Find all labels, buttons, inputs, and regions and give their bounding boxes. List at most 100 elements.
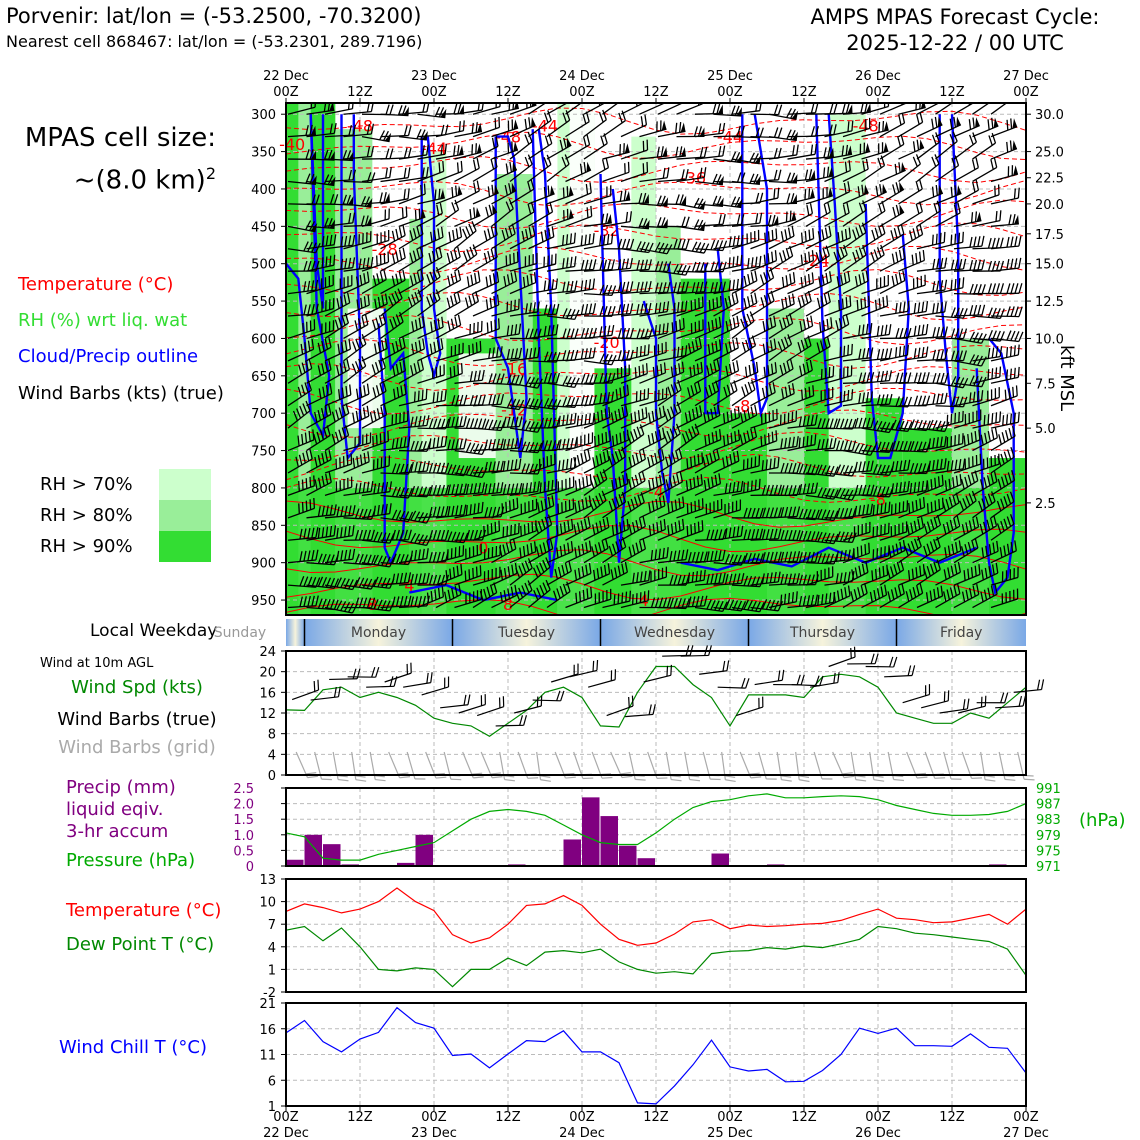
wind-barb-tick xyxy=(592,278,596,290)
wind-barb-tick xyxy=(769,551,774,563)
wind-barb-tick xyxy=(995,237,1000,249)
wind-barb xyxy=(990,103,1008,115)
wind-barb-tick xyxy=(898,346,902,357)
cell-size-line2: ~(8.0 km)2 xyxy=(22,156,216,199)
wind-barb-tick xyxy=(897,136,902,147)
wind-barb-tick xyxy=(899,302,902,313)
wind-barb-flag xyxy=(347,196,354,206)
wind-barb-tick xyxy=(573,256,577,267)
wind-barb-tick xyxy=(662,473,666,484)
wind-barb-tick xyxy=(510,586,514,598)
wind-barb-tick xyxy=(870,417,875,428)
wind-barb xyxy=(546,486,574,497)
wind-barb-tick xyxy=(298,364,303,375)
wind-barb-flag xyxy=(512,161,517,172)
pressure-tick-label: 550 xyxy=(251,295,276,310)
wind-barb-tick xyxy=(722,281,726,292)
wind-barb-tick xyxy=(953,585,958,596)
wind-barb-tick xyxy=(843,182,847,194)
wind-barb xyxy=(953,167,979,183)
wind-barb-tick xyxy=(617,408,622,420)
wind-barb-tick xyxy=(553,590,558,601)
wind-barb-tick xyxy=(362,578,369,589)
wind-barb xyxy=(398,111,427,115)
wind-barb-tick xyxy=(814,414,818,426)
wind-barb-tick xyxy=(564,154,570,165)
wind-barb-tick xyxy=(359,386,363,398)
wind-barb-tick xyxy=(888,324,892,335)
wind-barb-tick xyxy=(650,597,656,608)
wind-barb-tick xyxy=(843,465,850,476)
wind-barb-tick xyxy=(681,361,685,373)
wind-barb-tick xyxy=(635,542,640,554)
wind-barb xyxy=(417,236,444,250)
wind-barb-tick xyxy=(877,157,882,168)
wind-barb-tick xyxy=(447,589,451,601)
wind-barb-tick xyxy=(933,516,938,528)
wind-barb-tick xyxy=(855,249,861,260)
wind-barb-tick xyxy=(395,510,402,521)
wind-barb-tick xyxy=(707,321,711,333)
wind-barb-tick xyxy=(926,543,931,554)
wind-barb xyxy=(546,163,570,182)
wind-barb-tick xyxy=(351,363,357,374)
wind-barb-tick xyxy=(969,375,975,386)
wind-barb-tick xyxy=(987,587,991,599)
wind-barb-tick xyxy=(798,483,803,495)
wind-barb-tick xyxy=(457,364,460,375)
wind-barb-tick xyxy=(508,103,511,111)
wind-barb-tick xyxy=(743,599,749,610)
wind-barb xyxy=(306,392,332,407)
wind-barb-tick xyxy=(722,145,726,157)
wind-barb-tick xyxy=(820,295,824,307)
wind-barb-flag xyxy=(717,104,723,114)
wind-barb-tick xyxy=(462,120,465,131)
wind-barb xyxy=(805,280,832,295)
wind-barb-tick xyxy=(303,528,307,539)
wind-barb-tick xyxy=(1017,344,1020,355)
wind-barb-tick xyxy=(903,460,907,471)
wind-barb-tick xyxy=(691,408,696,420)
wind-barb xyxy=(805,601,834,609)
wind-barb-tick xyxy=(796,144,799,156)
wind-barb xyxy=(694,248,723,252)
wind-barb-tick xyxy=(582,477,585,488)
wind-barb-tick xyxy=(915,584,920,596)
surface-wind-barb xyxy=(828,656,856,668)
wind-barb-tick xyxy=(654,242,661,252)
wind-barb-tick xyxy=(722,261,727,272)
wind-barb-tick xyxy=(685,281,689,292)
wind-barb xyxy=(972,463,1000,474)
wind-barb xyxy=(768,180,797,184)
wind-barb-tick xyxy=(913,419,919,430)
grid-wind-barb-tick xyxy=(893,778,905,782)
wind-barb-tick xyxy=(802,574,807,585)
wind-barb-tick xyxy=(960,546,965,557)
wind-barb-tick xyxy=(379,433,382,444)
wind-barb-tick xyxy=(735,292,739,303)
wind-barb-tick xyxy=(581,543,585,555)
wind-barb-tick xyxy=(354,483,358,494)
wind-barb-tick xyxy=(372,275,377,286)
wind-barb-tick xyxy=(440,484,445,496)
wind-barb-tick xyxy=(311,527,315,539)
wind-barb-tick xyxy=(750,379,756,390)
wind-barb-tick xyxy=(871,229,876,241)
wind-barb-tick xyxy=(670,501,674,512)
wind-barb xyxy=(861,210,886,227)
wind-barb-tick xyxy=(580,327,585,339)
wind-barb xyxy=(990,197,1019,205)
wind-barb-flag xyxy=(661,120,667,131)
wind-barb-tick xyxy=(333,122,337,134)
wind-barb-tick xyxy=(784,462,789,474)
cloud-outline-segment xyxy=(599,173,627,563)
wind-barb-tick xyxy=(470,274,474,286)
wind-barb xyxy=(472,166,498,183)
wind-barb-tick xyxy=(673,302,676,314)
wind-barb-tick xyxy=(932,372,937,384)
wind-barb xyxy=(398,449,428,452)
weekday-cell xyxy=(600,619,749,646)
wind-barb-tick xyxy=(940,458,943,470)
wind-barb-tick xyxy=(817,487,823,498)
wind-barb-tick xyxy=(525,441,531,452)
